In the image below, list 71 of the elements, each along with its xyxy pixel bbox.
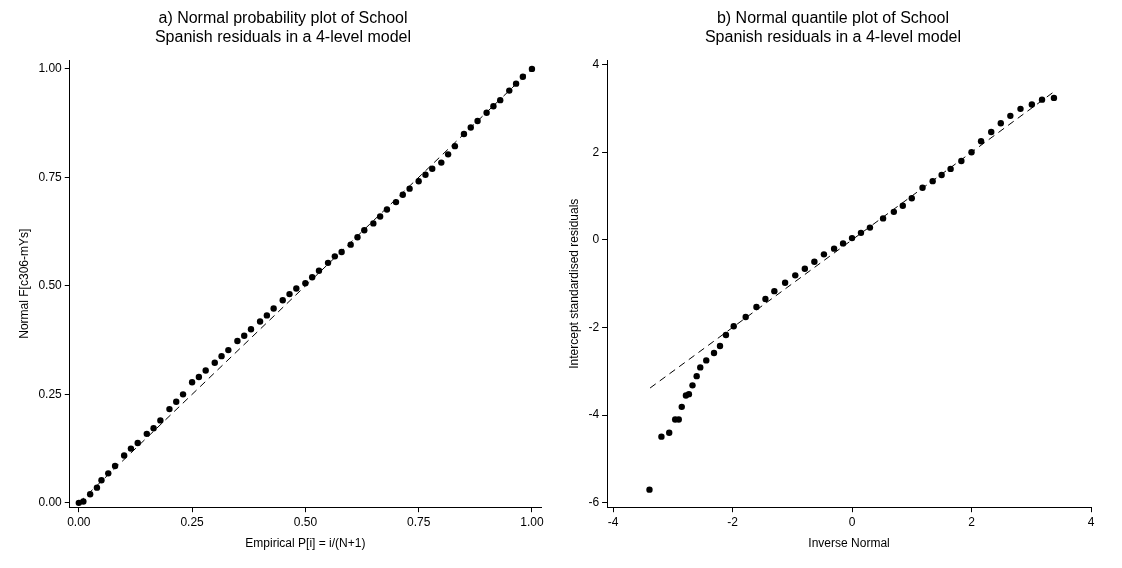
chart-title: b) Normal quantile plot of School Spanish residuals in a 4-level model <box>703 8 963 46</box>
point <box>947 165 954 173</box>
point <box>658 433 665 440</box>
y-tick-label: -2 <box>588 319 600 334</box>
point <box>781 279 789 287</box>
point <box>697 364 704 371</box>
x-tick-label: 0 <box>848 514 856 529</box>
y-tick-label: 2 <box>592 144 600 159</box>
point <box>1017 105 1024 113</box>
point <box>968 149 975 156</box>
point <box>710 349 718 357</box>
point <box>792 272 799 279</box>
point <box>722 331 730 339</box>
x-tick-label: 1.00 <box>520 514 544 529</box>
point <box>899 202 907 209</box>
point <box>890 208 898 216</box>
y-tick-label: 4 <box>592 56 600 71</box>
point <box>977 138 985 145</box>
point <box>958 157 965 165</box>
point <box>1028 101 1036 108</box>
point <box>938 171 945 179</box>
point <box>879 215 887 222</box>
point <box>857 229 865 237</box>
point <box>730 323 737 330</box>
x-tick-label: 0.50 <box>293 514 318 529</box>
y-tick-label: 0.75 <box>38 169 63 184</box>
point <box>771 287 778 295</box>
x-tick-label: 0.75 <box>406 514 431 529</box>
point <box>830 245 838 252</box>
point <box>811 258 818 265</box>
point <box>820 251 828 258</box>
y-tick-label: -4 <box>588 407 600 422</box>
point <box>666 429 673 436</box>
x-tick-label: 2 <box>968 514 976 529</box>
point <box>703 357 710 364</box>
y-tick-label: 0.25 <box>38 386 63 401</box>
point <box>678 403 685 411</box>
point <box>997 120 1004 127</box>
point <box>848 234 856 242</box>
y-tick-label: 0.00 <box>38 495 63 510</box>
point <box>646 486 653 493</box>
chart-title: a) Normal probability plot of School Spanish residuals in a 4-level model <box>153 8 413 46</box>
point <box>1038 96 1046 103</box>
point <box>908 195 915 202</box>
y-tick-label: -6 <box>588 495 600 510</box>
y-tick-label: 0.50 <box>38 278 63 293</box>
point <box>693 372 700 380</box>
point <box>689 382 696 389</box>
point <box>742 313 749 321</box>
point <box>988 128 995 136</box>
point <box>866 224 874 231</box>
y-axis-title: Intercept standardised residuals <box>566 198 581 369</box>
x-tick-label: -4 <box>607 514 619 529</box>
point <box>716 342 724 350</box>
point <box>919 184 926 191</box>
y-tick-label: 0 <box>592 232 600 247</box>
x-tick-label: 0.00 <box>67 514 91 529</box>
x-tick-label: 0.25 <box>180 514 205 529</box>
x-tick-label: -2 <box>727 514 739 529</box>
y-tick-label: 1.00 <box>38 61 63 76</box>
point <box>1050 94 1058 102</box>
x-axis-title: Inverse Normal <box>808 536 890 551</box>
x-tick-label: 4 <box>1087 514 1095 529</box>
point <box>1007 112 1014 120</box>
point <box>801 265 809 272</box>
y-axis-title: Normal F[c306-mYs] <box>16 228 31 339</box>
point <box>839 240 847 247</box>
x-axis-title: Empirical P[i] = i/(N+1) <box>245 536 366 551</box>
point <box>762 295 769 303</box>
point <box>929 177 936 185</box>
point <box>753 303 760 311</box>
